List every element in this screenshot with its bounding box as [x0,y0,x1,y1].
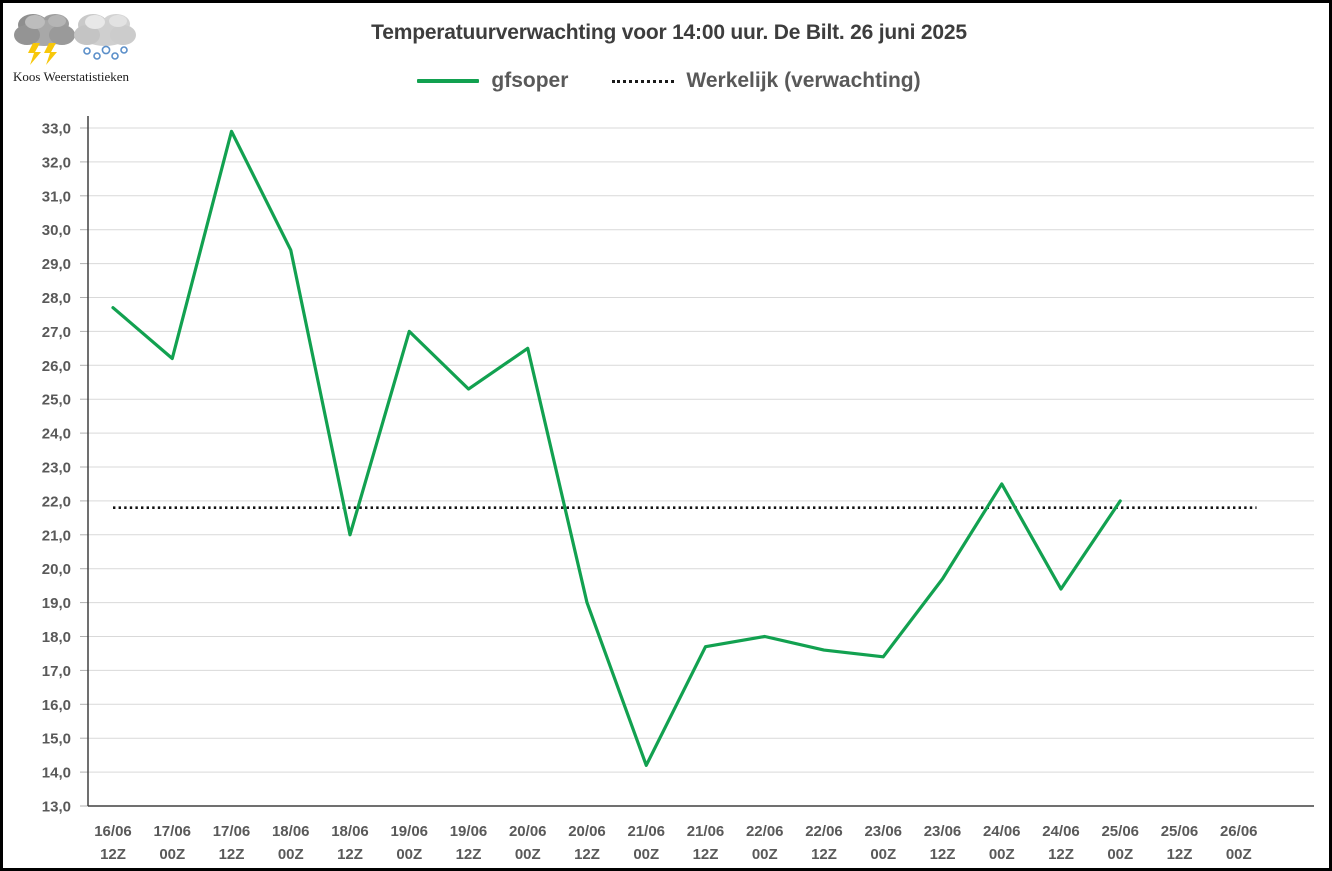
x-axis-tick-hour: 00Z [278,846,304,863]
x-axis-tick-date: 23/06 [924,823,962,840]
x-axis-tick-date: 22/06 [805,823,843,840]
legend-label-gfsoper: gfsoper [491,69,569,92]
y-axis-tick-label: 21,0 [42,527,71,544]
x-axis-tick-hour: 12Z [456,846,482,863]
x-axis-tick-date: 22/06 [746,823,784,840]
x-axis-tick-hour: 00Z [633,846,659,863]
y-axis-tick-label: 33,0 [42,121,71,138]
y-axis-tick-label: 18,0 [42,629,71,646]
x-axis-tick-hour: 00Z [989,846,1015,863]
y-axis-tick-label: 22,0 [42,493,71,510]
y-axis-tick-label: 13,0 [42,799,71,816]
y-axis-tick-label: 14,0 [42,765,71,782]
x-axis-tick-date: 24/06 [983,823,1021,840]
x-axis-tick-hour: 12Z [693,846,719,863]
x-axis-tick-hour: 00Z [159,846,185,863]
y-axis-labels: 33,0 32,0 31,0 30,0 29,0 28,0 27,0 26,0 25,0 24,0… [42,121,71,816]
brand-logo: Koos Weerstatistieken [11,9,161,99]
x-axis-tick-date: 18/06 [272,823,310,840]
x-axis-tick-hour: 12Z [219,846,245,863]
y-axis-tick-label: 26,0 [42,358,71,375]
y-axis-tick-label: 19,0 [42,595,71,612]
x-axis-tick-date: 25/06 [1101,823,1139,840]
x-axis-labels: 16/06 12Z 17/06 00Z 17/06 12Z 18/06 00Z 18/06 12Z… [94,823,1257,863]
x-axis-tick-hour: 12Z [1048,846,1074,863]
x-axis-tick-date: 21/06 [627,823,665,840]
x-axis-tick-date: 19/06 [390,823,428,840]
plot-area: 33,0 32,0 31,0 30,0 29,0 28,0 27,0 26,0 25,0 24,0… [3,3,1329,868]
x-axis-tick-date: 18/06 [331,823,369,840]
y-axis-tick-label: 17,0 [42,663,71,680]
y-axis-tick-label: 23,0 [42,460,71,477]
thunderstorm-cloud-icon [14,14,75,65]
y-axis-tick-label: 20,0 [42,561,71,578]
brand-caption: Koos Weerstatistieken [13,69,130,84]
chart-canvas: 33,0 32,0 31,0 30,0 29,0 28,0 27,0 26,0 25,0 24,0… [42,116,1314,863]
x-axis-tick-hour: 00Z [752,846,778,863]
gridlines [80,127,1314,807]
x-axis-tick-hour: 00Z [1107,846,1133,863]
x-axis-tick-date: 17/06 [153,823,191,840]
x-axis-tick-date: 20/06 [568,823,606,840]
y-axis-tick-label: 32,0 [42,154,71,171]
legend-label-werkelijk: Werkelijk (verwachting) [686,69,921,92]
y-axis-tick-label: 30,0 [42,222,71,239]
x-axis-tick-date: 21/06 [687,823,725,840]
y-axis-tick-label: 29,0 [42,256,71,273]
x-axis-tick-date: 24/06 [1042,823,1080,840]
x-axis-tick-date: 25/06 [1161,823,1199,840]
y-axis-tick-label: 25,0 [42,392,71,409]
x-axis-tick-hour: 12Z [811,846,837,863]
x-axis-tick-date: 20/06 [509,823,547,840]
x-axis-tick-hour: 12Z [1167,846,1193,863]
axis-lines [87,116,1314,807]
x-axis-tick-date: 17/06 [213,823,251,840]
x-axis-tick-hour: 12Z [930,846,956,863]
y-axis-tick-label: 31,0 [42,188,71,205]
line-swatch-dotted-icon [612,79,675,83]
chart-legend: gfsoper Werkelijk (verwachting) [3,69,1329,93]
y-axis-tick-label: 24,0 [42,426,71,443]
x-axis-tick-date: 26/06 [1220,823,1258,840]
legend-item-gfsoper[interactable]: gfsoper [417,69,568,93]
logo-icons [11,9,151,67]
x-axis-tick-hour: 00Z [515,846,541,863]
x-axis-tick-hour: 00Z [870,846,896,863]
snow-cloud-icon [74,14,136,60]
y-axis-tick-label: 15,0 [42,731,71,748]
legend-item-werkelijk[interactable]: Werkelijk (verwachting) [612,69,921,93]
x-axis-tick-hour: 12Z [337,846,363,863]
y-axis-tick-label: 27,0 [42,324,71,341]
y-axis-tick-label: 16,0 [42,697,71,714]
line-swatch-solid-icon [417,79,480,83]
x-axis-tick-hour: 12Z [100,846,126,863]
page-title: Temperatuurverwachting voor 14:00 uur. D… [371,21,967,44]
x-axis-tick-date: 16/06 [94,823,132,840]
x-axis-tick-hour: 12Z [574,846,600,863]
gfsoper-series-line [111,129,1122,767]
x-axis-tick-hour: 00Z [1226,846,1252,863]
x-axis-tick-hour: 00Z [396,846,422,863]
x-axis-tick-date: 23/06 [864,823,902,840]
x-axis-tick-date: 19/06 [450,823,488,840]
y-axis-tick-label: 28,0 [42,290,71,307]
